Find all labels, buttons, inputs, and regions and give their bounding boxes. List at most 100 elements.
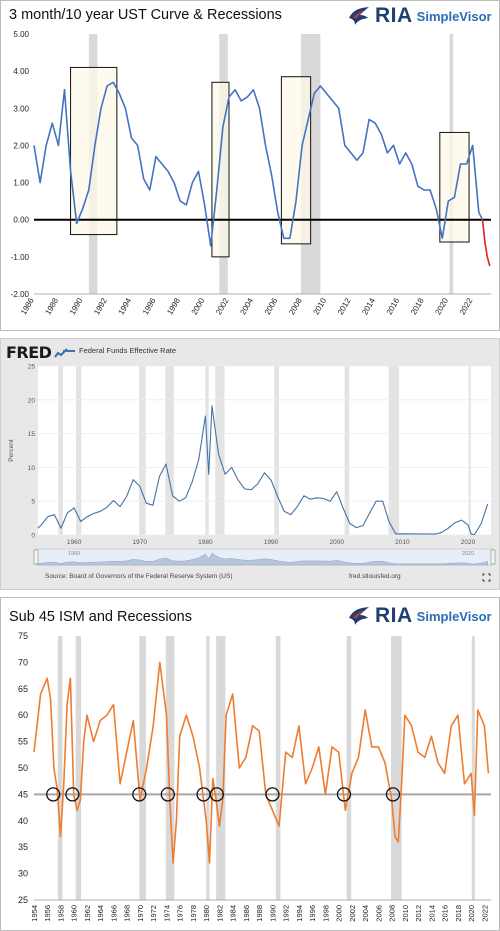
ism-chart-panel: Sub 45 ISM and Recessions RIA SimpleViso…	[0, 597, 500, 931]
x-tick-label: 1962	[83, 905, 92, 922]
ism-plot: 75706560555045403530251954 1956 1958 1960 19…	[1, 630, 499, 930]
x-tick-label: 2020	[461, 539, 476, 546]
x-tick-label: 1992	[282, 905, 291, 922]
recession-band	[165, 366, 174, 535]
eagle-icon	[347, 604, 371, 628]
x-tick-label: 1960	[70, 905, 79, 922]
x-tick-label: 2002	[214, 296, 231, 316]
x-tick-label: 2010	[312, 296, 329, 316]
x-tick-label: 1980	[202, 905, 211, 922]
x-tick-label: 1968	[123, 905, 132, 922]
recession-band	[139, 366, 146, 535]
x-tick-label: 2006	[374, 905, 383, 922]
plot-area	[38, 366, 491, 535]
x-tick-label: 1970	[136, 905, 145, 922]
ria-simplevisor-logo: RIA SimpleVisor	[347, 4, 492, 28]
recession-band	[58, 366, 63, 535]
fred-chart-panel: FRED Federal Funds Effective Rate 25 20 15…	[0, 338, 500, 590]
x-tick-label: 2006	[263, 296, 280, 316]
x-tick-label: 2016	[441, 905, 450, 922]
x-tick-label: 1988	[255, 905, 264, 922]
ria-simplevisor-logo: RIA SimpleVisor	[347, 604, 492, 628]
y-tick-label: 25	[18, 895, 28, 905]
x-tick-label: 1984	[229, 905, 238, 922]
fullscreen-icon[interactable]	[482, 573, 491, 582]
y-tick-label: 3.00	[13, 104, 29, 113]
x-tick-label: 1994	[295, 905, 304, 922]
recession-band	[215, 366, 224, 535]
ria-logo-text: RIA	[375, 604, 413, 628]
x-tick-label: 2018	[409, 296, 426, 316]
x-tick-label: 1960	[67, 539, 82, 546]
x-tick-label: 1956	[43, 905, 52, 922]
x-tick-label: 2022	[480, 905, 489, 922]
recession-band	[347, 636, 352, 900]
x-tick-label: 2002	[348, 905, 357, 922]
x-tick-label: 1972	[149, 905, 158, 922]
recession-band	[76, 636, 81, 900]
y-tick-label: 50	[18, 763, 28, 773]
recession-band	[274, 366, 279, 535]
x-tick-label: 2014	[427, 905, 436, 922]
fred-website-link[interactable]: fred.stlouisfed.org	[349, 573, 401, 580]
x-tick-label: 1996	[308, 905, 317, 922]
y-tick-label: 5.00	[13, 30, 29, 39]
x-tick-label: 1990	[264, 539, 279, 546]
y-tick-label: 4.00	[13, 67, 29, 76]
y-tick-label: 45	[18, 789, 28, 799]
x-tick-label: 1996	[141, 296, 158, 316]
x-tick-label: 2008	[287, 296, 304, 316]
y-tick-label: 25	[28, 364, 36, 371]
y-tick-label: 15	[28, 431, 36, 438]
y-tick-label: 5	[31, 499, 35, 506]
x-tick-label: 1982	[215, 905, 224, 922]
recession-band	[276, 636, 281, 900]
chart-title: 3 month/10 year UST Curve & Recessions	[9, 7, 282, 23]
x-tick-label: 2022	[458, 296, 475, 316]
x-tick-label: 1992	[92, 296, 109, 316]
recession-band	[345, 366, 350, 535]
x-tick-label: 2010	[395, 539, 410, 546]
recession-band	[391, 636, 402, 900]
y-tick-label: 70	[18, 657, 28, 667]
y-tick-label: 0.00	[13, 216, 29, 225]
y-tick-label: 1.00	[13, 179, 29, 188]
x-tick-label: 1958	[56, 905, 65, 922]
x-tick-label: 2004	[238, 296, 255, 316]
y-tick-label: 35	[18, 842, 28, 852]
x-tick-label: 1990	[268, 905, 277, 922]
recession-band	[472, 636, 475, 900]
x-tick-label: 1974	[162, 905, 171, 922]
navigator-left-handle	[34, 550, 38, 564]
x-tick-label: 2000	[329, 539, 344, 546]
eagle-icon	[347, 4, 371, 28]
x-tick-label: 2018	[454, 905, 463, 922]
recession-band	[389, 366, 400, 535]
y-tick-label: 30	[18, 869, 28, 879]
y-tick-label: 2.00	[13, 141, 29, 150]
x-tick-label: 1980	[198, 539, 213, 546]
x-tick-label: 2012	[336, 296, 353, 316]
y-tick-label: 60	[18, 710, 28, 720]
x-tick-label: 1998	[321, 905, 330, 922]
y-tick-label: 40	[18, 816, 28, 826]
x-tick-label: 2010	[401, 905, 410, 922]
x-tick-label: 1978	[189, 905, 198, 922]
series-line	[483, 220, 490, 266]
x-tick-label: 1986	[19, 296, 36, 316]
x-tick-label: 1994	[117, 296, 134, 316]
navigator-label: 2020	[462, 551, 474, 557]
x-tick-label: 1964	[96, 905, 105, 922]
y-tick-label: 65	[18, 684, 28, 694]
x-tick-label: 1976	[176, 905, 185, 922]
recession-band	[139, 636, 146, 900]
x-tick-label: 2014	[360, 296, 377, 316]
x-tick-label: 2012	[414, 905, 423, 922]
ust-curve-plot: 5.004.003.002.001.000.00-1.00-2.001986 19…	[1, 29, 499, 329]
x-tick-label: 2000	[335, 905, 344, 922]
x-tick-label: 1966	[109, 905, 118, 922]
x-tick-label: 1954	[30, 905, 39, 922]
x-tick-label: 2020	[467, 905, 476, 922]
x-tick-label: 1986	[242, 905, 251, 922]
recession-band	[469, 366, 471, 535]
